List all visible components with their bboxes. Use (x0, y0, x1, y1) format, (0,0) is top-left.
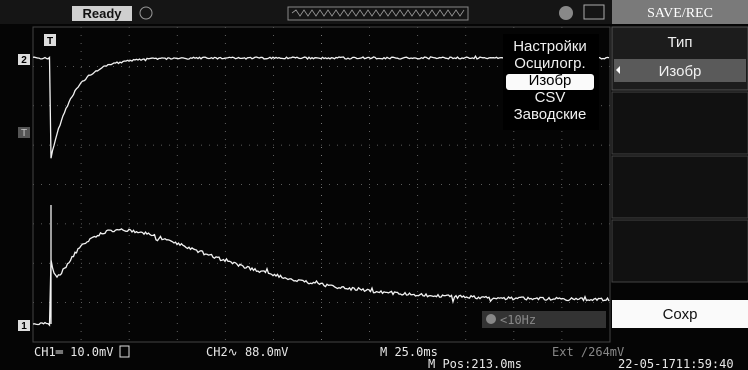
trigger-setting: Ext ∕264mV (552, 345, 624, 359)
trigger-marker-text: T (47, 36, 53, 47)
type-value: Изобр (659, 63, 702, 80)
ch1-marker-text: 1 (21, 321, 27, 332)
settings-icon (559, 6, 573, 20)
popup-item: Осцилогр. (514, 55, 585, 72)
datetime: 22-05-1711:59:40 (618, 357, 734, 370)
empty-box (612, 156, 748, 218)
ch2-setting: CH2∿ 88.0mV (206, 345, 288, 359)
side-title: SAVE/REC (647, 6, 713, 21)
popup-item: Заводские (514, 106, 587, 123)
ch1-setting: CH1═ 10.0mV (34, 345, 113, 359)
popup-item: Изобр (529, 72, 572, 89)
status-text: Ready (82, 6, 122, 21)
ch2-marker-text: 2 (21, 55, 27, 66)
filter-text: <10Hz (500, 313, 536, 327)
save-label: Сохр (663, 306, 698, 323)
position: M Pos:213.0ms (428, 357, 522, 370)
popup-item: CSV (535, 89, 566, 106)
trigger-level-text: T (21, 128, 27, 139)
filter-icon (486, 314, 496, 324)
empty-box (612, 220, 748, 282)
empty-box (612, 92, 748, 154)
oscilloscope-screen: Ready SAVE/REC Тип Изобр Сохр T 2 T 1 На… (0, 0, 748, 370)
popup-item: Настройки (513, 38, 587, 55)
type-label: Тип (667, 34, 692, 51)
